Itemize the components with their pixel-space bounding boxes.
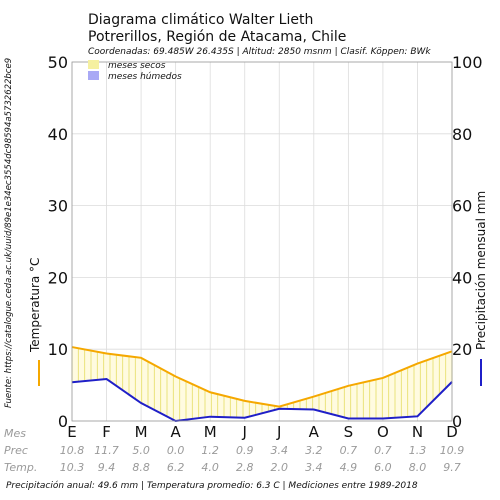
row-label-temp: Temp. <box>4 461 37 474</box>
month-label: O <box>377 423 389 441</box>
temp-value: 6.0 <box>374 461 392 474</box>
left-tick-label: 30 <box>48 197 68 216</box>
right-tick-label: 40 <box>452 268 472 287</box>
temp-value: 2.0 <box>271 461 289 474</box>
left-axis-ticks: 0 10 20 30 40 50 <box>48 53 68 431</box>
temperature-line <box>71 346 453 408</box>
chart-title-line1: Diagrama climático Walter Lieth <box>88 12 313 28</box>
prec-value: 5.0 <box>132 444 150 457</box>
prec-value: 3.2 <box>305 444 323 457</box>
row-label-month: Mes <box>4 427 26 440</box>
temp-row-values: 10.3 9.4 8.8 6.2 4.0 2.8 2.0 3.4 4.9 6.0 8.0 9.7 <box>60 461 461 474</box>
legend-wet-swatch <box>88 71 99 80</box>
month-label: J <box>242 423 247 441</box>
left-tick-label: 10 <box>48 340 68 359</box>
month-label: N <box>412 423 423 441</box>
prec-value: 11.7 <box>94 444 119 457</box>
left-tick-label: 40 <box>48 125 68 144</box>
dry-months-hatch <box>71 347 453 421</box>
temp-value: 10.3 <box>60 461 85 474</box>
chart-title-line2: Potrerillos, Región de Atacama, Chile <box>88 29 346 45</box>
prec-value: 10.8 <box>60 444 85 457</box>
row-label-prec: Prec <box>4 444 28 457</box>
plot-frame <box>71 61 453 422</box>
prec-row-values: 10.8 11.7 5.0 0.0 1.2 0.9 3.4 3.2 0.7 0.7 1.3 10.9 <box>60 444 465 457</box>
month-label: A <box>171 423 182 441</box>
left-tick-label: 50 <box>48 53 68 72</box>
temp-value: 4.0 <box>201 461 219 474</box>
source-text: Fuente: https://catalogue.ceda.ac.uk/uui… <box>4 58 14 408</box>
month-label: F <box>102 423 111 441</box>
temp-value: 9.4 <box>98 461 116 474</box>
left-tick-label: 0 <box>58 412 68 431</box>
legend-dry-label: meses secos <box>108 61 166 71</box>
prec-value: 0.7 <box>374 444 392 457</box>
temp-value: 6.2 <box>167 461 185 474</box>
temp-value: 3.4 <box>305 461 323 474</box>
prec-value: 0.7 <box>340 444 358 457</box>
month-label: M <box>135 423 148 441</box>
legend-dry-swatch <box>88 60 99 69</box>
month-label: E <box>67 423 76 441</box>
temp-value: 8.8 <box>132 461 150 474</box>
right-tick-label: 80 <box>452 125 472 144</box>
right-tick-label: 20 <box>452 340 472 359</box>
right-tick-label: 60 <box>452 197 472 216</box>
right-tick-label: 0 <box>452 412 462 431</box>
prec-value: 1.3 <box>409 444 427 457</box>
chart-subtitle: Coordenadas: 69.485W 26.435S | Altitud: … <box>88 47 431 57</box>
temp-value: 8.0 <box>409 461 427 474</box>
legend-wet-label: meses húmedos <box>108 72 182 82</box>
month-label: S <box>344 423 354 441</box>
month-label: J <box>276 423 281 441</box>
temp-value: 2.8 <box>236 461 254 474</box>
prec-value: 1.2 <box>201 444 219 457</box>
prec-value: 0.0 <box>167 444 185 457</box>
prec-value: 0.9 <box>236 444 254 457</box>
right-axis-ticks: 0 20 40 60 80 100 <box>452 53 483 431</box>
left-axis-title: Temperatura °C <box>28 258 42 353</box>
left-tick-label: 20 <box>48 268 68 287</box>
temp-value: 4.9 <box>340 461 358 474</box>
right-axis-title: Precipitación mensual mm <box>474 191 488 350</box>
right-tick-label: 100 <box>452 53 483 72</box>
footer-summary: Precipitación anual: 49.6 mm | Temperatu… <box>6 480 418 491</box>
month-label: A <box>309 423 320 441</box>
prec-value: 10.9 <box>440 444 465 457</box>
temp-value: 9.7 <box>443 461 461 474</box>
month-label: D <box>446 423 458 441</box>
series-lines <box>71 346 453 423</box>
precipitation-line <box>71 377 453 423</box>
prec-value: 3.4 <box>271 444 289 457</box>
month-label: M <box>204 423 217 441</box>
